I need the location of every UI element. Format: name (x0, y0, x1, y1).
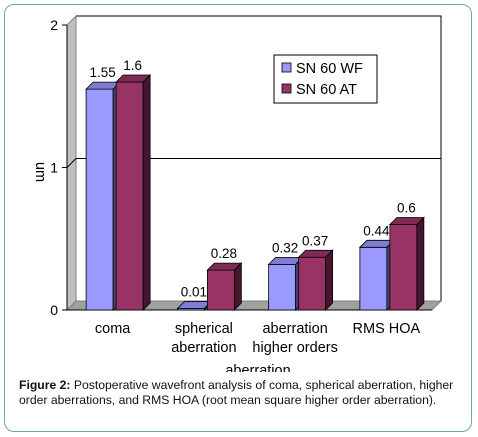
bar-2 (206, 269, 235, 311)
x-tick-label: higher orders (252, 340, 337, 356)
y-axis-title: um (32, 162, 48, 182)
bar-2 (115, 81, 144, 311)
bar-side-2 (416, 216, 425, 311)
caption-label: Figure 2: (19, 378, 71, 392)
y-tick-label: 1 (50, 160, 58, 176)
bar-side-2 (325, 249, 334, 311)
gridline-side (66, 158, 77, 168)
x-tick-label: spherical (175, 321, 233, 337)
caption-text: Postoperative wavefront analysis of coma… (19, 378, 454, 407)
legend-label: SN 60 AT (296, 82, 357, 98)
x-tick-label: aberration (262, 321, 327, 337)
data-label: 0.6 (397, 201, 416, 216)
data-label: 1.6 (123, 58, 142, 73)
bar-chart: 0 1 2 1.55 1.6 coma 0.01 0.28 spherical aberratio… (32, 14, 443, 372)
bar-side-2 (142, 74, 151, 311)
bar-2 (389, 224, 418, 311)
data-label: 0.28 (211, 246, 237, 261)
legend-label: SN 60 WF (296, 61, 363, 77)
x-tick-label: coma (95, 321, 131, 337)
y-tick-label: 2 (50, 17, 58, 33)
x-axis-title: aberration (225, 363, 290, 372)
bar-side-2 (233, 262, 242, 311)
data-label: 0.37 (302, 233, 328, 248)
legend-swatch (281, 62, 292, 73)
figure-caption: Figure 2: Postoperative wavefront analys… (19, 378, 464, 407)
x-tick-label: RMS HOA (353, 321, 421, 337)
bar-1 (268, 263, 297, 311)
data-label: 0.01 (181, 285, 207, 300)
y-tick-label: 0 (50, 302, 58, 318)
bar-2 (298, 256, 327, 311)
x-tick-label: aberration (171, 340, 236, 356)
data-label: 0.44 (363, 223, 390, 238)
bar-1 (85, 88, 114, 311)
data-label: 1.55 (89, 65, 115, 80)
bar-1 (359, 246, 388, 311)
legend-swatch (281, 83, 292, 94)
data-label: 0.32 (272, 240, 298, 255)
